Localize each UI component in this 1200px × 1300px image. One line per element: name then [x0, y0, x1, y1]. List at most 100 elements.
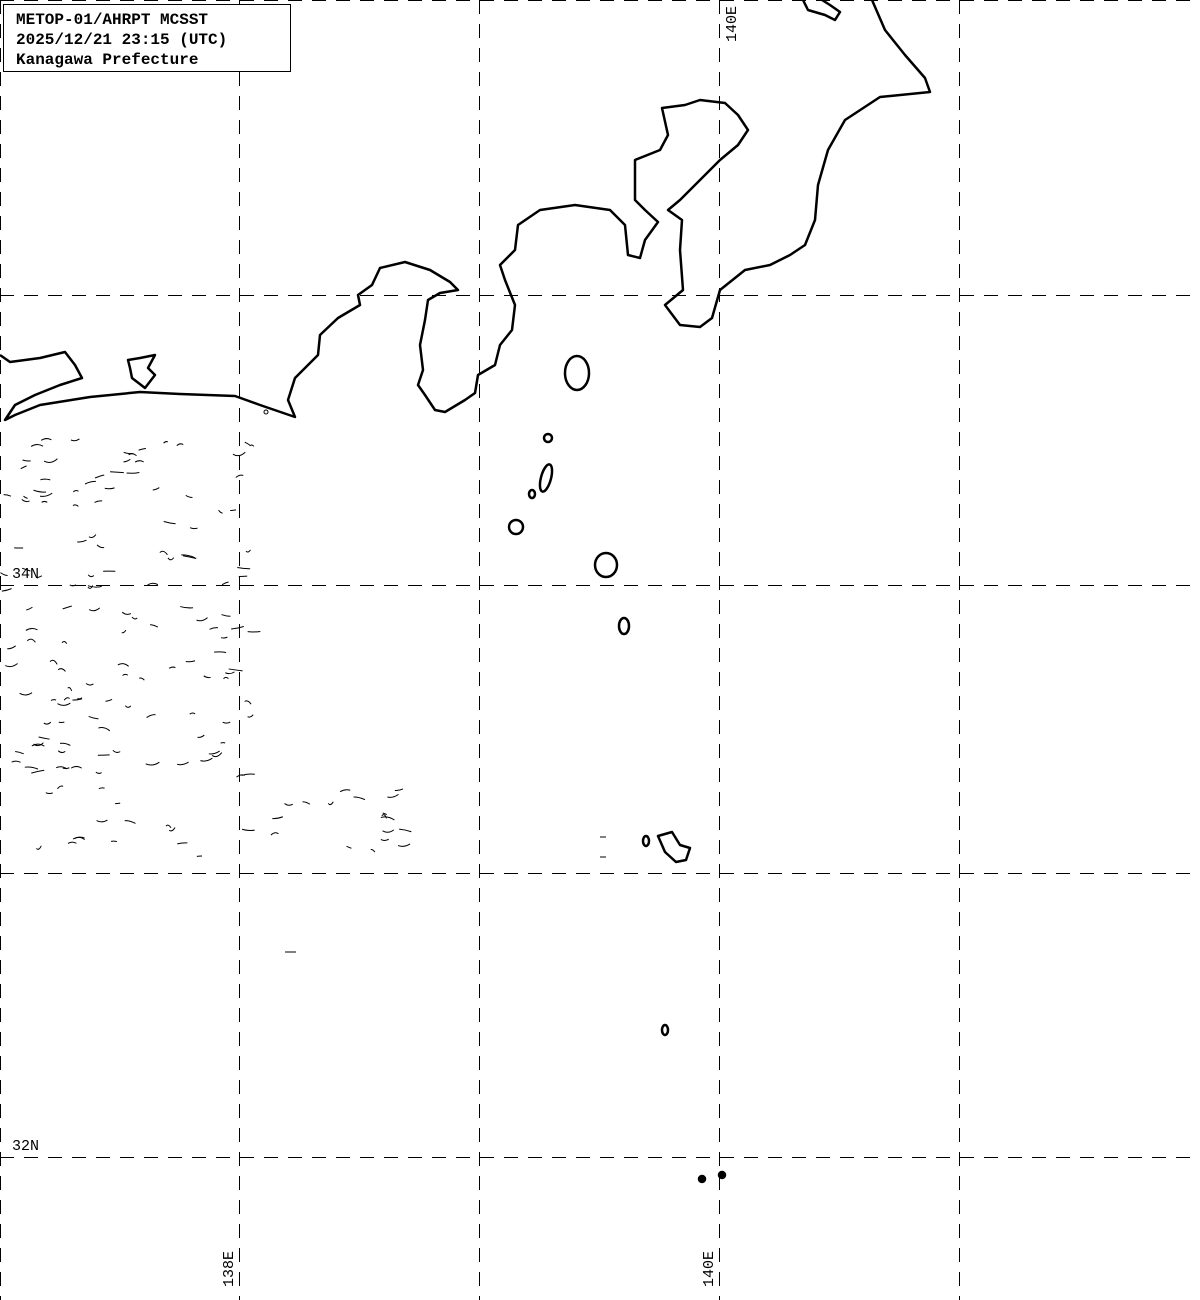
- sst-contour-fragment: [270, 832, 279, 836]
- sst-contour-fragment: [88, 534, 97, 539]
- sst-contour-fragment: [67, 841, 77, 844]
- sst-contour-fragment: [19, 692, 33, 696]
- sst-contour-fragment: [131, 616, 138, 620]
- sst-contour-fragment: [177, 842, 188, 845]
- sst-contour-fragment: [22, 459, 31, 462]
- sst-contour-fragment: [241, 773, 255, 776]
- sst-contour-fragment: [241, 828, 255, 832]
- sst-contour-fragment: [15, 750, 24, 755]
- sst-contour-fragment: [150, 624, 159, 628]
- sst-contour-fragment: [382, 829, 395, 833]
- sst-contour-fragment: [222, 721, 231, 724]
- sst-contour-fragment: [387, 793, 399, 798]
- small-island-a: [697, 1174, 707, 1184]
- sst-contour-fragment: [203, 675, 211, 679]
- sst-contour-fragment: [104, 487, 115, 490]
- lon-label-140e-bottom: 140E: [701, 1250, 718, 1287]
- sst-contour-fragment: [23, 495, 28, 499]
- sst-contour-fragment: [20, 465, 27, 470]
- title-datetime: 2025/12/21 23:15 (UTC): [16, 31, 228, 49]
- sst-contour-fragment: [168, 827, 176, 832]
- sst-contour-fragment: [121, 629, 127, 634]
- sst-contour-fragment: [152, 487, 160, 491]
- sst-contour-fragment: [30, 443, 44, 447]
- sst-contours: [0, 438, 606, 953]
- sst-contour-fragment: [41, 500, 48, 503]
- sst-contour-fragment: [244, 441, 251, 446]
- sst-contour-fragment: [138, 677, 145, 681]
- sst-contour-fragment: [214, 651, 227, 654]
- sst-contour-fragment: [117, 663, 129, 667]
- sst-contour-fragment: [200, 757, 213, 762]
- aogashima-island: [660, 1023, 670, 1037]
- coastline: [0, 0, 932, 1184]
- sst-contour-fragment: [70, 438, 80, 442]
- sst-contour-fragment: [72, 698, 83, 701]
- sst-contour-fragment: [96, 544, 105, 549]
- sst-contour-fragment: [50, 699, 57, 701]
- lon-label-140e-top: 140E: [724, 5, 741, 42]
- sst-contour-fragment: [87, 585, 94, 589]
- tiny-islet: [263, 409, 269, 415]
- sst-contour-fragment: [31, 769, 45, 774]
- sst-contour-fragment: [126, 471, 140, 474]
- sst-contour-fragment: [209, 627, 219, 630]
- sst-contour-fragment: [85, 683, 94, 686]
- sst-contour-fragment: [220, 636, 228, 639]
- sst-contour-fragment: [353, 796, 366, 801]
- sst-contour-fragment: [121, 611, 132, 615]
- sst-contour-fragment: [87, 585, 102, 588]
- sst-contour-fragment: [380, 838, 389, 841]
- sst-contour-fragment: [181, 554, 196, 559]
- sst-contour-fragment: [105, 698, 113, 702]
- sst-contour-fragment: [168, 666, 176, 669]
- sst-contour-fragment: [61, 641, 68, 644]
- sst-contour-fragment: [3, 494, 12, 497]
- sst-contour-fragment: [63, 697, 70, 701]
- sst-contour-fragment: [33, 742, 44, 747]
- sst-contour-fragment: [327, 801, 334, 806]
- sst-contour-fragment: [284, 803, 294, 806]
- sst-contour-fragment: [84, 480, 96, 485]
- sst-contour-fragment: [122, 673, 129, 676]
- sst-contour-fragment: [94, 500, 103, 503]
- sst-contour-fragment: [228, 668, 243, 672]
- lake-coastline: [801, 0, 842, 22]
- sst-contour-fragment: [57, 750, 66, 754]
- sst-contour-fragment: [185, 494, 193, 499]
- sst-contour-fragment: [33, 489, 47, 493]
- sst-contour-fragment: [177, 761, 189, 766]
- sst-contour-fragment: [221, 614, 231, 617]
- sst-contour-fragment: [72, 836, 85, 840]
- sst-contour-fragment: [94, 474, 105, 479]
- sst-contour-fragment: [147, 582, 159, 586]
- sst-contour-fragment: [124, 705, 132, 708]
- sst-contour-fragment: [247, 714, 254, 718]
- sst-contour-fragment: [245, 549, 251, 553]
- sst-contour-fragment: [21, 499, 30, 503]
- sst-contour-fragment: [25, 628, 38, 631]
- sst-contour-fragment: [57, 785, 64, 790]
- sst-contour-fragment: [69, 584, 77, 587]
- peninsula-coastline: [126, 353, 157, 390]
- sst-contour-fragment: [36, 575, 43, 579]
- sst-contour-fragment: [232, 451, 246, 457]
- sst-contour-fragment: [231, 626, 244, 630]
- sst-contour-fragment: [163, 521, 176, 525]
- small-island-b: [717, 1170, 727, 1180]
- sst-contour-fragment: [110, 471, 124, 474]
- sst-contour-fragment: [394, 788, 404, 792]
- sst-contour-fragment: [167, 557, 175, 561]
- sst-contour-fragment: [70, 765, 82, 769]
- sst-contour-fragment: [249, 444, 255, 447]
- sst-contour-fragment: [185, 660, 196, 663]
- sst-contour-fragment: [211, 752, 223, 758]
- sst-contour-fragment: [220, 742, 226, 744]
- sst-contour-fragment: [123, 458, 131, 463]
- sst-contour-fragment: [24, 766, 39, 770]
- sst-contour-fragment: [272, 816, 284, 820]
- sst-contour-fragment: [72, 504, 79, 507]
